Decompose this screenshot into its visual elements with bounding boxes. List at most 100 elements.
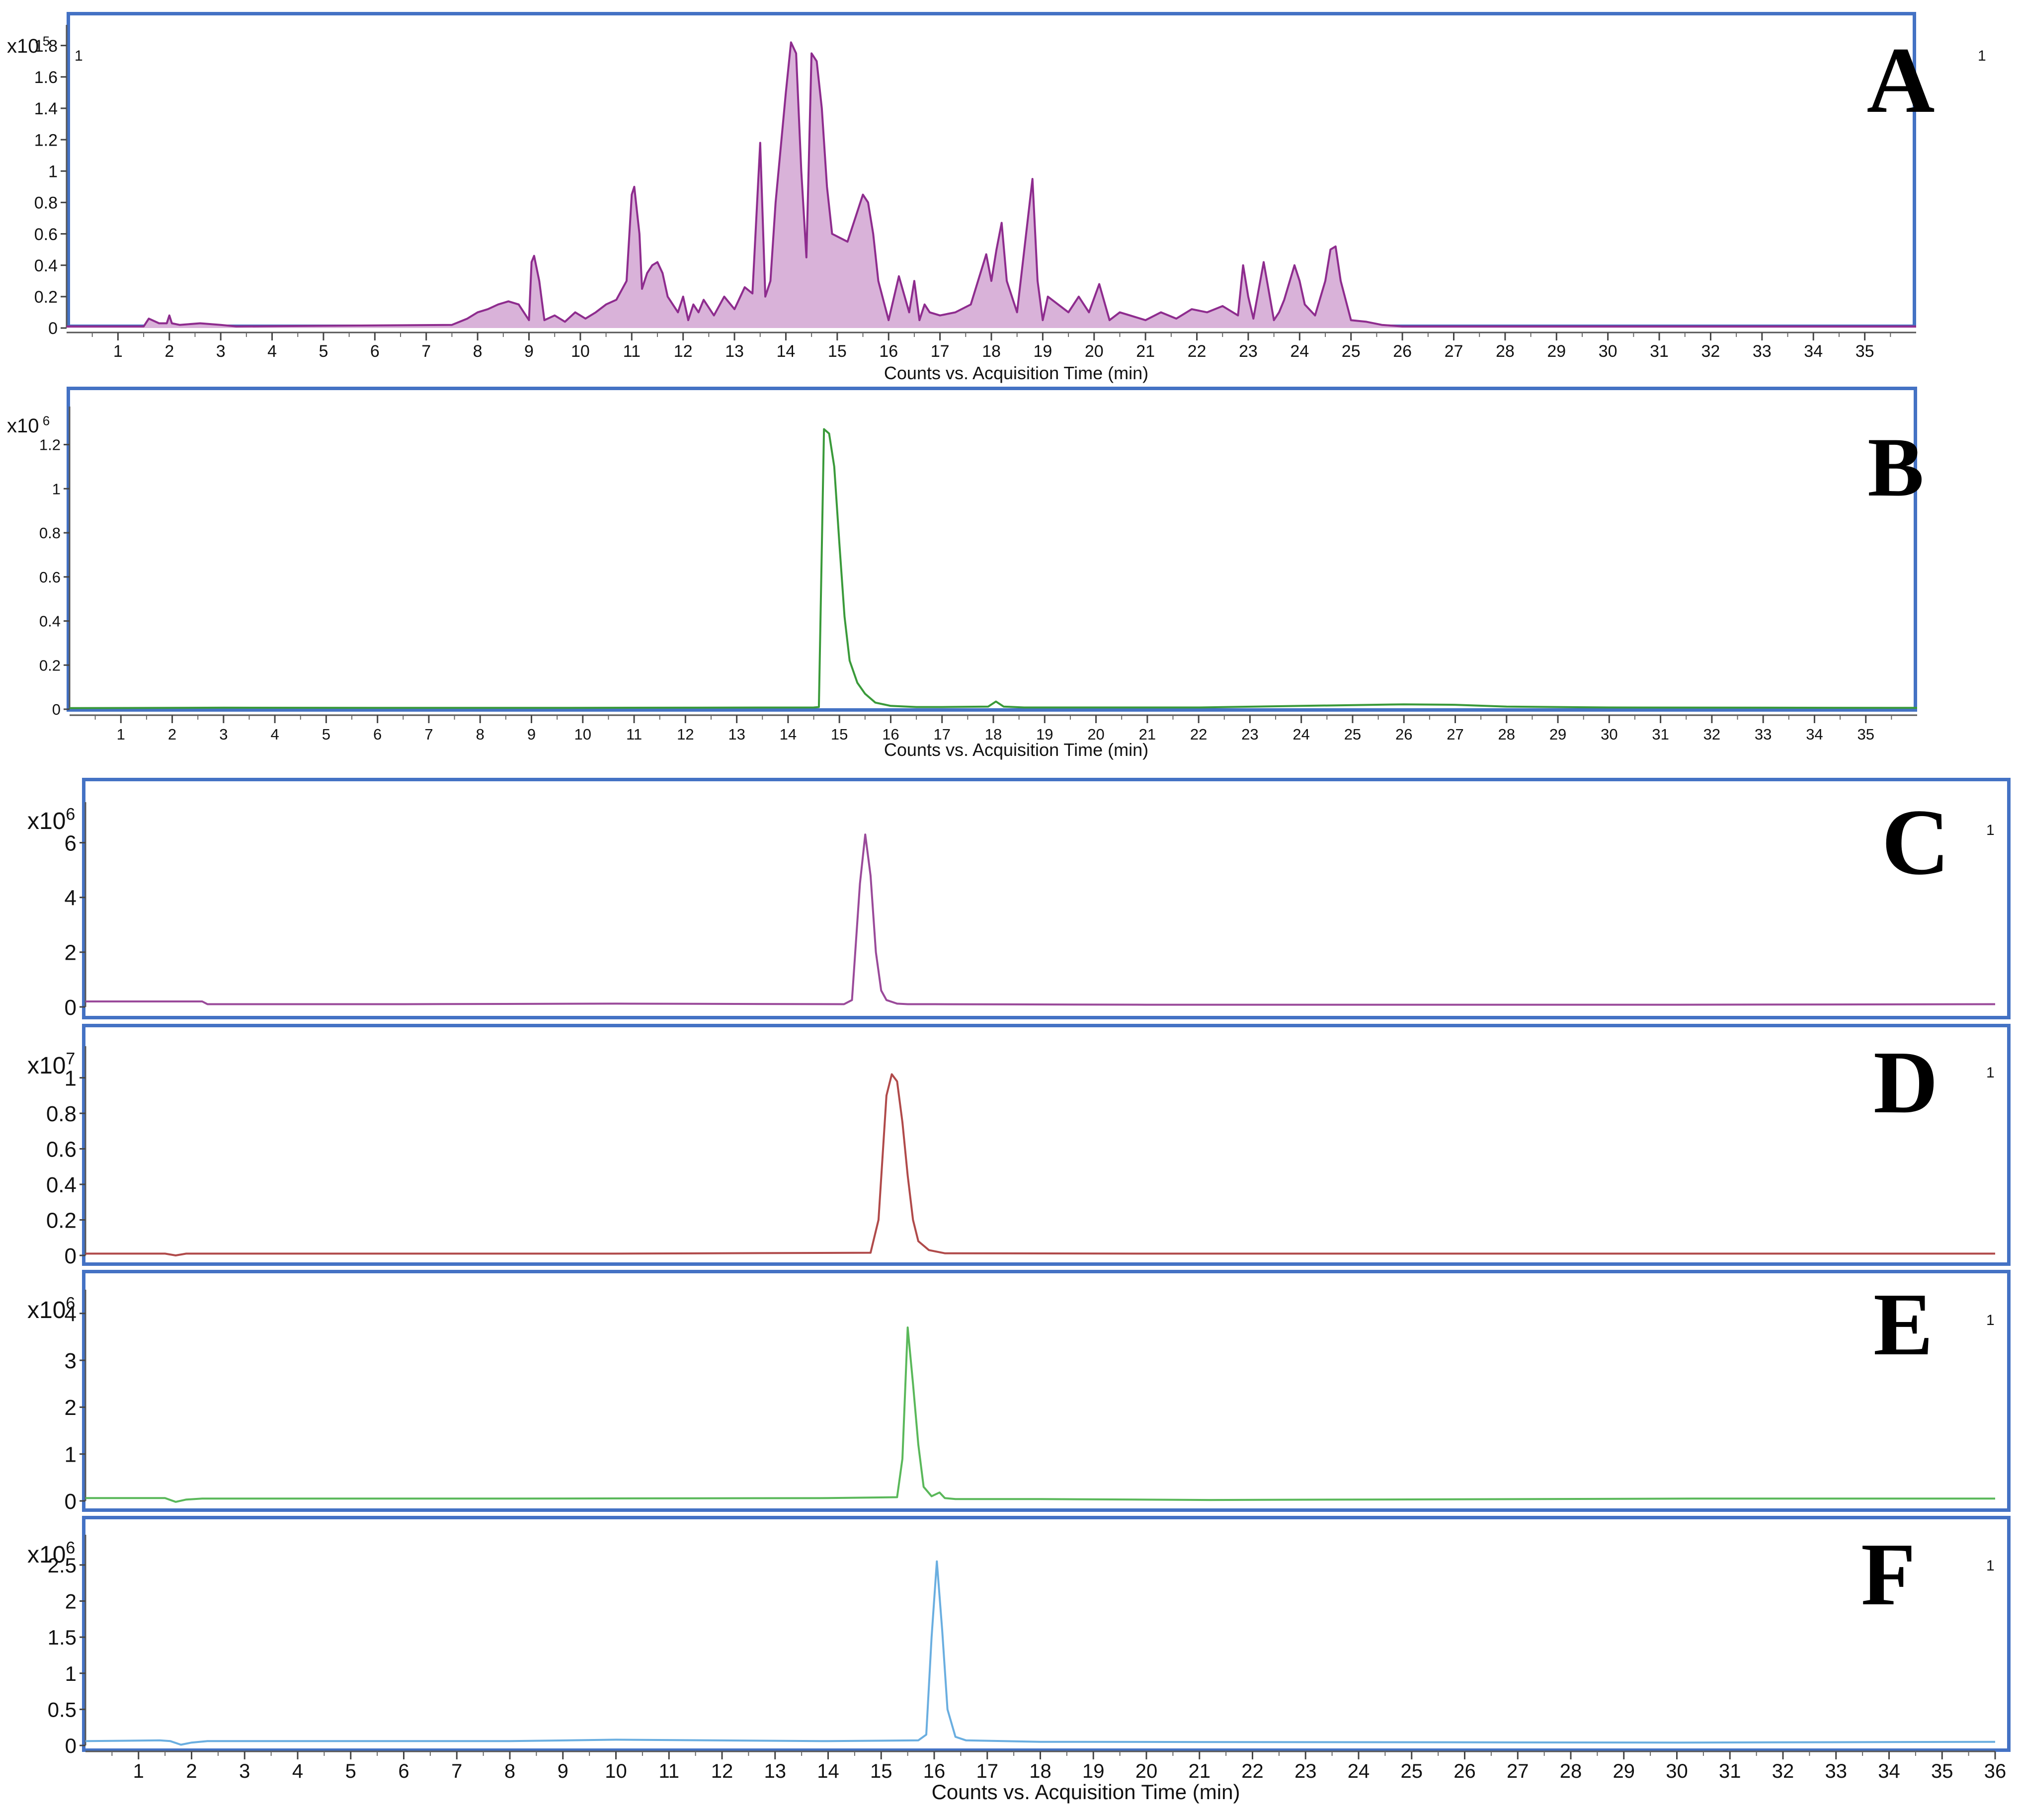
x-tick-label: 21 bbox=[1136, 342, 1155, 361]
y-tick-label: 1.5 bbox=[48, 1626, 77, 1649]
series-area bbox=[67, 42, 1916, 329]
x-tick-label: 14 bbox=[817, 1760, 839, 1782]
y-tick-label: 0.8 bbox=[34, 194, 58, 213]
x-tick-label: 26 bbox=[1454, 1760, 1476, 1782]
y-tick-label: 4 bbox=[65, 1302, 77, 1326]
x-tick-label: 26 bbox=[1395, 726, 1412, 743]
x-tick-label: 10 bbox=[605, 1760, 627, 1782]
x-tick-label: 22 bbox=[1190, 726, 1207, 743]
corner-mark: 1 bbox=[1978, 48, 1986, 64]
x-tick-label: 7 bbox=[421, 342, 431, 361]
y-tick-label: 0.2 bbox=[46, 1208, 77, 1233]
x-tick-label: 27 bbox=[1507, 1760, 1529, 1782]
x-tick-label: 3 bbox=[219, 726, 228, 743]
x-tick-label: 33 bbox=[1755, 726, 1772, 743]
y-tick-label: 0.4 bbox=[34, 256, 58, 275]
x-tick-label: 12 bbox=[677, 726, 694, 743]
x-tick-label: 27 bbox=[1445, 342, 1463, 361]
x-tick-label: 3 bbox=[216, 342, 226, 361]
x-tick-label: 7 bbox=[451, 1760, 462, 1782]
y-tick-label: 0.5 bbox=[48, 1698, 77, 1721]
y-multiplier-label: x10 5 bbox=[7, 34, 50, 57]
x-tick-label: 14 bbox=[777, 342, 796, 361]
x-tick-label: 24 bbox=[1348, 1760, 1370, 1782]
x-tick-label: 17 bbox=[976, 1760, 999, 1782]
x-tick-label: 2 bbox=[164, 342, 174, 361]
y-multiplier-label: x107 bbox=[27, 1049, 75, 1079]
y-tick-label: 0.8 bbox=[46, 1102, 77, 1126]
x-tick-label: 1 bbox=[113, 342, 123, 361]
panel-letter-a: A bbox=[1866, 28, 1935, 133]
y-multiplier-label: x106 bbox=[27, 805, 75, 834]
x-tick-label: 20 bbox=[1085, 342, 1104, 361]
x-tick-label: 25 bbox=[1401, 1760, 1423, 1782]
corner-mark: 1 bbox=[75, 48, 83, 64]
x-tick-label: 33 bbox=[1753, 342, 1772, 361]
x-tick-label: 31 bbox=[1652, 726, 1669, 743]
x-tick-label: 19 bbox=[1033, 342, 1052, 361]
y-tick-label: 0.6 bbox=[46, 1137, 77, 1161]
x-tick-label: 31 bbox=[1719, 1760, 1741, 1782]
y-multiplier-label: x10 6 bbox=[7, 414, 50, 437]
x-tick-label: 18 bbox=[985, 726, 1002, 743]
series-line bbox=[85, 833, 1996, 1006]
panel-c-frame bbox=[82, 778, 2011, 1019]
x-tick-label: 9 bbox=[558, 1760, 568, 1782]
x-tick-label: 28 bbox=[1560, 1760, 1582, 1782]
x-tick-label: 15 bbox=[870, 1760, 892, 1782]
y-tick-label: 1 bbox=[65, 1066, 77, 1090]
y-tick-label: 1.2 bbox=[39, 436, 61, 454]
x-axis-title: Counts vs. Acquisition Time (min) bbox=[884, 740, 1148, 760]
y-tick-label: 0 bbox=[65, 1734, 77, 1757]
x-tick-label: 18 bbox=[1029, 1760, 1051, 1782]
x-tick-label: 19 bbox=[1082, 1760, 1105, 1782]
x-tick-label: 5 bbox=[345, 1760, 356, 1782]
x-tick-label: 25 bbox=[1344, 726, 1361, 743]
x-tick-label: 18 bbox=[982, 342, 1001, 361]
x-tick-label: 34 bbox=[1878, 1760, 1900, 1782]
x-tick-label: 16 bbox=[923, 1760, 946, 1782]
y-tick-label: 1 bbox=[52, 480, 61, 497]
y-tick-label: 0 bbox=[52, 701, 61, 718]
x-tick-label: 22 bbox=[1241, 1760, 1264, 1782]
x-axis-title: Counts vs. Acquisition Time (min) bbox=[884, 363, 1148, 383]
x-tick-label: 29 bbox=[1613, 1760, 1635, 1782]
panel-letter-e: E bbox=[1873, 1275, 1933, 1374]
panel-letter-d: D bbox=[1873, 1033, 1938, 1132]
x-tick-label: 36 bbox=[1984, 1760, 2007, 1782]
x-tick-label: 12 bbox=[711, 1760, 733, 1782]
x-tick-label: 8 bbox=[473, 342, 483, 361]
x-tick-label: 28 bbox=[1498, 726, 1515, 743]
x-tick-label: 9 bbox=[524, 342, 534, 361]
x-tick-label: 11 bbox=[623, 342, 641, 361]
x-tick-label: 5 bbox=[322, 726, 330, 743]
y-multiplier-label: x106 bbox=[27, 1538, 75, 1568]
x-tick-label: 32 bbox=[1701, 342, 1720, 361]
panel-d-frame bbox=[82, 1024, 2011, 1266]
y-tick-label: 4 bbox=[65, 886, 77, 910]
x-tick-label: 16 bbox=[882, 726, 899, 743]
x-tick-label: 24 bbox=[1292, 726, 1309, 743]
y-tick-label: 0.6 bbox=[34, 225, 58, 244]
corner-mark: 1 bbox=[1986, 822, 1995, 838]
x-tick-label: 29 bbox=[1549, 726, 1566, 743]
y-tick-label: 2 bbox=[65, 1396, 77, 1420]
x-tick-label: 31 bbox=[1650, 342, 1669, 361]
x-tick-label: 23 bbox=[1241, 726, 1258, 743]
y-tick-label: 0.6 bbox=[39, 569, 61, 586]
x-tick-label: 4 bbox=[267, 342, 277, 361]
y-tick-label: 2 bbox=[65, 941, 77, 965]
x-tick-label: 8 bbox=[504, 1760, 515, 1782]
y-tick-label: 1.2 bbox=[34, 131, 58, 150]
x-axis-title: Counts vs. Acquisition Time (min) bbox=[932, 1780, 1240, 1804]
x-tick-label: 23 bbox=[1294, 1760, 1317, 1782]
x-tick-label: 7 bbox=[424, 726, 433, 743]
y-tick-label: 0 bbox=[65, 1489, 77, 1514]
y-tick-label: 0 bbox=[65, 995, 77, 1020]
panel-f-frame bbox=[82, 1516, 2011, 1752]
x-tick-label: 17 bbox=[931, 342, 950, 361]
x-tick-label: 1 bbox=[117, 726, 125, 743]
